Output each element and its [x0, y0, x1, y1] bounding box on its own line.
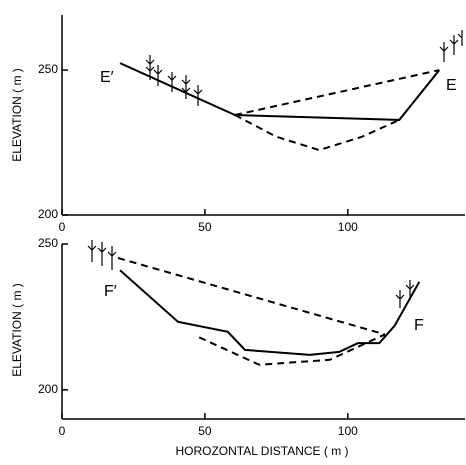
annotation: F′: [104, 283, 117, 300]
y-tick-label: 200: [38, 382, 58, 396]
y-axis-label: ELEVATION ( m ): [10, 283, 24, 377]
x-tick-label: 0: [59, 220, 66, 234]
annotation: F: [414, 317, 424, 334]
profile-line: [117, 257, 386, 336]
y-tick-label: 250: [38, 236, 58, 250]
profile-line: [119, 62, 441, 121]
x-tick-label: 0: [59, 424, 66, 438]
profile-line: [198, 333, 386, 366]
profile-line: [234, 69, 440, 116]
x-tick-label: 100: [338, 424, 358, 438]
x-tick-label: 100: [338, 220, 358, 234]
vegetation: [87, 30, 463, 308]
annotation: E′: [100, 69, 114, 86]
x-axis-label: HOROZONTAL DISTANCE ( m ): [175, 444, 348, 458]
y-tick-label: 200: [38, 207, 58, 221]
y-tick-label: 250: [38, 62, 58, 76]
x-tick-label: 50: [198, 220, 212, 234]
x-tick-label: 50: [198, 424, 212, 438]
profile-line: [234, 114, 400, 152]
profile-line: [119, 269, 421, 356]
y-axis-label: ELEVATION ( m ): [10, 68, 24, 162]
annotation: E: [446, 77, 457, 94]
